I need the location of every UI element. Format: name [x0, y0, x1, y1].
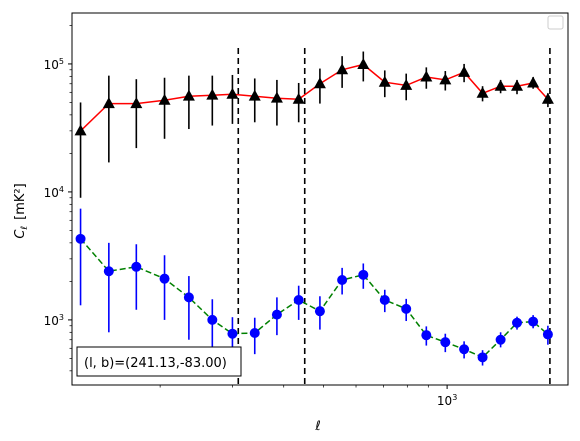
data-point — [337, 275, 348, 286]
x-tick-label: 103 — [437, 393, 457, 408]
data-point — [494, 79, 507, 91]
data-point — [131, 261, 142, 272]
data-point — [270, 91, 283, 103]
y-axis-label-unit: [mK²] — [13, 183, 28, 220]
data-point — [226, 87, 239, 99]
y-tick-label: 103 — [44, 313, 64, 328]
x-axis-label: ℓ — [314, 419, 320, 434]
legend-box — [547, 15, 564, 30]
data-point — [458, 65, 471, 77]
data-point — [314, 306, 325, 317]
data-point — [542, 329, 553, 340]
data-point — [527, 76, 540, 88]
data-point — [271, 309, 282, 320]
data-point — [159, 273, 170, 284]
data-point — [358, 269, 369, 280]
data-point — [357, 57, 370, 69]
series-1 — [75, 208, 553, 366]
data-point — [379, 295, 390, 306]
series-0 — [74, 51, 554, 198]
ticks-layer: 103 103 104 105 — [44, 25, 457, 408]
data-point — [292, 92, 305, 104]
data-point — [511, 79, 524, 91]
data-point — [512, 317, 523, 328]
data-point — [477, 352, 488, 363]
data-point — [495, 334, 506, 345]
series-layer — [74, 51, 554, 366]
data-point — [158, 93, 171, 105]
y-tick-label: 105 — [44, 57, 64, 72]
annotation-box — [76, 346, 242, 377]
data-point — [183, 292, 194, 303]
data-point — [182, 89, 195, 101]
y-tick-label: 104 — [44, 185, 64, 200]
y-axis-label: Cℓ [mK²] — [13, 183, 30, 238]
data-point — [541, 92, 554, 104]
data-point — [293, 295, 304, 306]
data-point — [439, 73, 452, 85]
data-point — [401, 303, 412, 314]
plot-frame — [71, 12, 569, 386]
data-point — [440, 337, 451, 348]
data-point — [248, 89, 261, 101]
data-point — [75, 233, 86, 244]
series-line — [80, 238, 549, 359]
annotation-text: (l, b)=(241.13,-83.00) — [84, 356, 227, 371]
data-point — [459, 344, 470, 355]
data-point — [103, 266, 114, 277]
vertical-lines-layer — [237, 48, 551, 385]
data-point — [102, 97, 115, 109]
data-point — [130, 97, 143, 109]
data-point — [249, 328, 260, 339]
data-point — [206, 88, 219, 100]
data-point — [378, 75, 391, 87]
data-point — [421, 330, 432, 341]
data-point — [313, 77, 326, 89]
annotation: (l, b)=(241.13,-83.00) — [76, 346, 242, 377]
data-point — [227, 328, 238, 339]
data-point — [476, 86, 489, 98]
data-point — [420, 70, 433, 82]
y-axis-label-symbol: C — [13, 229, 28, 239]
y-axis-label-sub: ℓ — [20, 226, 30, 231]
data-point — [207, 314, 218, 325]
data-point — [528, 316, 539, 327]
data-point — [400, 78, 413, 90]
data-point — [336, 63, 349, 75]
data-point — [74, 124, 87, 136]
